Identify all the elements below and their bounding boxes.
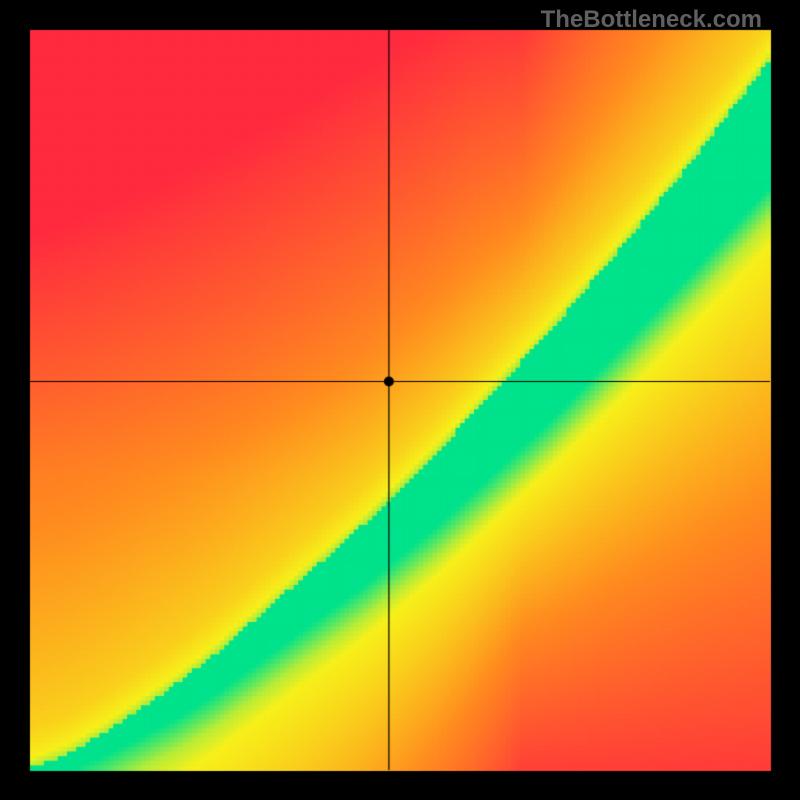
watermark-text: TheBottleneck.com (541, 6, 762, 34)
bottleneck-heatmap (0, 0, 800, 800)
chart-container: TheBottleneck.com (0, 0, 800, 800)
